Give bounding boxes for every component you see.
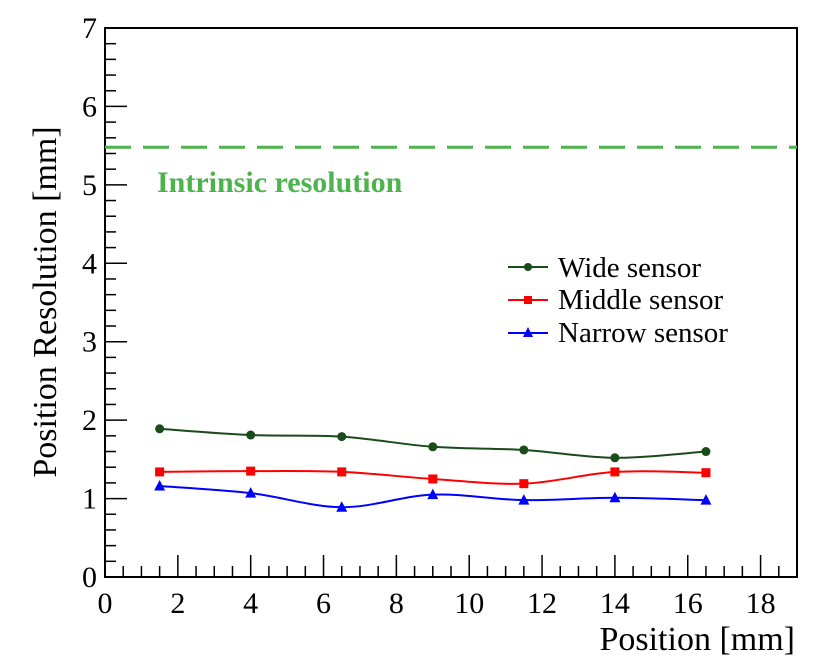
legend-label-middle: Middle sensor [558, 284, 723, 316]
x-tick-label: 0 [98, 587, 113, 620]
intrinsic-resolution-label: Intrinsic resolution [157, 166, 403, 199]
data-point-wide [519, 445, 529, 455]
data-point-middle [337, 467, 347, 477]
data-point-narrow [700, 494, 712, 505]
data-point-narrow [518, 494, 530, 505]
data-point-middle [155, 467, 165, 477]
y-tick-label: 7 [82, 12, 97, 45]
legend-entry-middle: Middle sensor [508, 284, 723, 316]
data-point-wide [337, 432, 347, 442]
legend-marker-middle [524, 296, 532, 304]
data-point-narrow [336, 501, 348, 512]
y-tick-label: 5 [82, 169, 97, 202]
data-point-narrow [154, 480, 166, 491]
data-point-wide [246, 430, 256, 440]
legend-marker-wide [524, 263, 532, 271]
data-point-middle [246, 466, 256, 476]
data-point-middle [701, 468, 711, 478]
x-tick-label: 4 [243, 587, 258, 620]
legend-label-wide: Wide sensor [558, 252, 701, 284]
y-axis-title: Position Resolution [mm] [27, 126, 64, 477]
data-point-wide [428, 442, 438, 452]
legend-entry-wide: Wide sensor [508, 252, 701, 284]
legend: Wide sensor Middle sensor Narrow sensor [508, 252, 728, 349]
x-axis-title: Position [mm] [599, 621, 795, 658]
data-point-middle [610, 467, 620, 477]
y-tick-label: 1 [82, 483, 97, 516]
x-tick-label: 2 [170, 587, 185, 620]
data-point-middle [428, 474, 438, 484]
data-point-middle [519, 479, 529, 489]
data-point-narrow [245, 487, 257, 498]
data-point-narrow [609, 491, 621, 503]
y-tick-label: 4 [82, 247, 97, 280]
reference-line-group: Intrinsic resolution [105, 145, 797, 199]
x-tick-label: 18 [746, 587, 776, 620]
x-tick-label: 16 [673, 587, 703, 620]
x-tick-label: 12 [527, 587, 557, 620]
x-tick-label: 8 [389, 587, 404, 620]
y-tick-label: 0 [82, 561, 97, 594]
legend-marker-narrow [523, 327, 533, 337]
x-tick-label: 6 [316, 587, 331, 620]
data-point-wide [610, 453, 620, 463]
y-tick-label: 6 [82, 90, 97, 123]
legend-label-narrow: Narrow sensor [558, 317, 728, 349]
y-tick-label: 2 [82, 404, 97, 437]
data-point-wide [155, 424, 165, 434]
x-tick-label: 10 [454, 587, 484, 620]
y-tick-label: 3 [82, 326, 97, 359]
data-point-narrow [427, 488, 439, 500]
series-group [154, 424, 712, 512]
legend-entry-narrow: Narrow sensor [508, 317, 728, 349]
data-point-wide [701, 447, 711, 457]
x-tick-label: 14 [600, 587, 630, 620]
